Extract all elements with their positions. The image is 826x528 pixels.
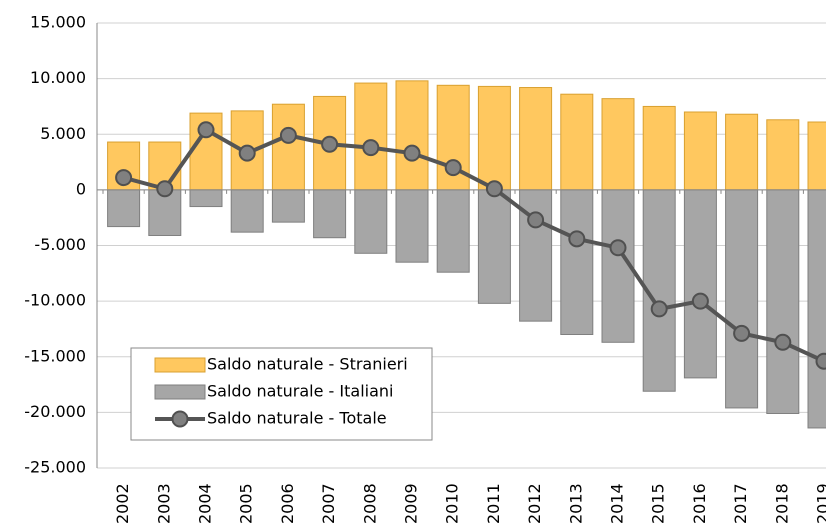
legend-swatch [154,357,206,373]
x-tick-label: 2007 [319,483,338,524]
x-tick-label: 2002 [113,483,132,524]
x-tick-label: 2019 [814,483,826,524]
x-tick-label: 2006 [278,483,297,524]
legend-swatch [154,384,206,400]
marker [774,333,792,351]
marker [609,239,627,257]
x-tick-label: 2012 [525,483,544,524]
bar [519,87,553,191]
bar [189,189,223,208]
x-tick-label: 2015 [649,483,668,524]
marker [362,139,380,157]
bar [436,189,470,273]
bar [560,189,594,335]
bar [683,111,717,191]
bar [271,103,305,191]
marker [568,230,586,248]
marker [815,352,826,370]
marker [403,144,421,162]
bar [807,189,826,429]
marker [115,169,133,187]
bar [354,82,388,191]
bar [148,189,182,236]
x-tick-label: 2008 [360,483,379,524]
bar [354,189,388,254]
x-tick-label: 2005 [237,483,256,524]
bar [477,85,511,191]
marker [197,121,215,139]
bar [271,189,305,223]
bar [230,189,264,233]
marker [527,211,545,229]
marker [238,144,256,162]
bar [395,80,429,191]
bar [642,189,676,392]
marker [321,135,339,153]
marker [733,324,751,342]
marker [485,180,503,198]
y-tick-label: -5.000 [34,235,86,254]
y-tick-label: 15.000 [30,13,86,32]
legend-label: Saldo naturale - Totale [207,409,387,428]
y-tick-label: -15.000 [24,346,86,365]
y-tick-label: 0 [76,179,86,198]
marker [444,159,462,177]
x-tick-label: 2003 [154,483,173,524]
marker [279,126,297,144]
legend-marker [171,410,189,428]
bar [766,119,800,191]
bar [725,189,759,409]
x-tick-label: 2013 [566,483,585,524]
marker [650,300,668,318]
bar [395,189,429,263]
y-tick-label: 10.000 [30,68,86,87]
x-tick-label: 2011 [484,483,503,524]
x-tick-label: 2018 [772,483,791,524]
bar [642,105,676,191]
bar [477,189,511,304]
bar [560,93,594,191]
x-tick-label: 2004 [196,483,215,524]
x-tick-label: 2017 [731,483,750,524]
legend-label: Saldo naturale - Italiani [207,382,394,401]
y-tick-label: -25.000 [24,458,86,477]
bar [107,189,141,228]
y-tick-label: 5.000 [40,124,86,143]
x-tick-label: 2014 [608,483,627,524]
marker [156,180,174,198]
bar [313,189,347,239]
x-tick-label: 2016 [690,483,709,524]
y-tick-label: -20.000 [24,402,86,421]
y-tick-label: -10.000 [24,291,86,310]
bar [725,113,759,191]
legend-label: Saldo naturale - Stranieri [207,355,408,374]
x-tick-label: 2010 [443,483,462,524]
bar [766,189,800,414]
marker [691,292,709,310]
bar [807,121,826,191]
x-tick-label: 2009 [402,483,421,524]
bar [683,189,717,379]
bar [601,98,635,191]
